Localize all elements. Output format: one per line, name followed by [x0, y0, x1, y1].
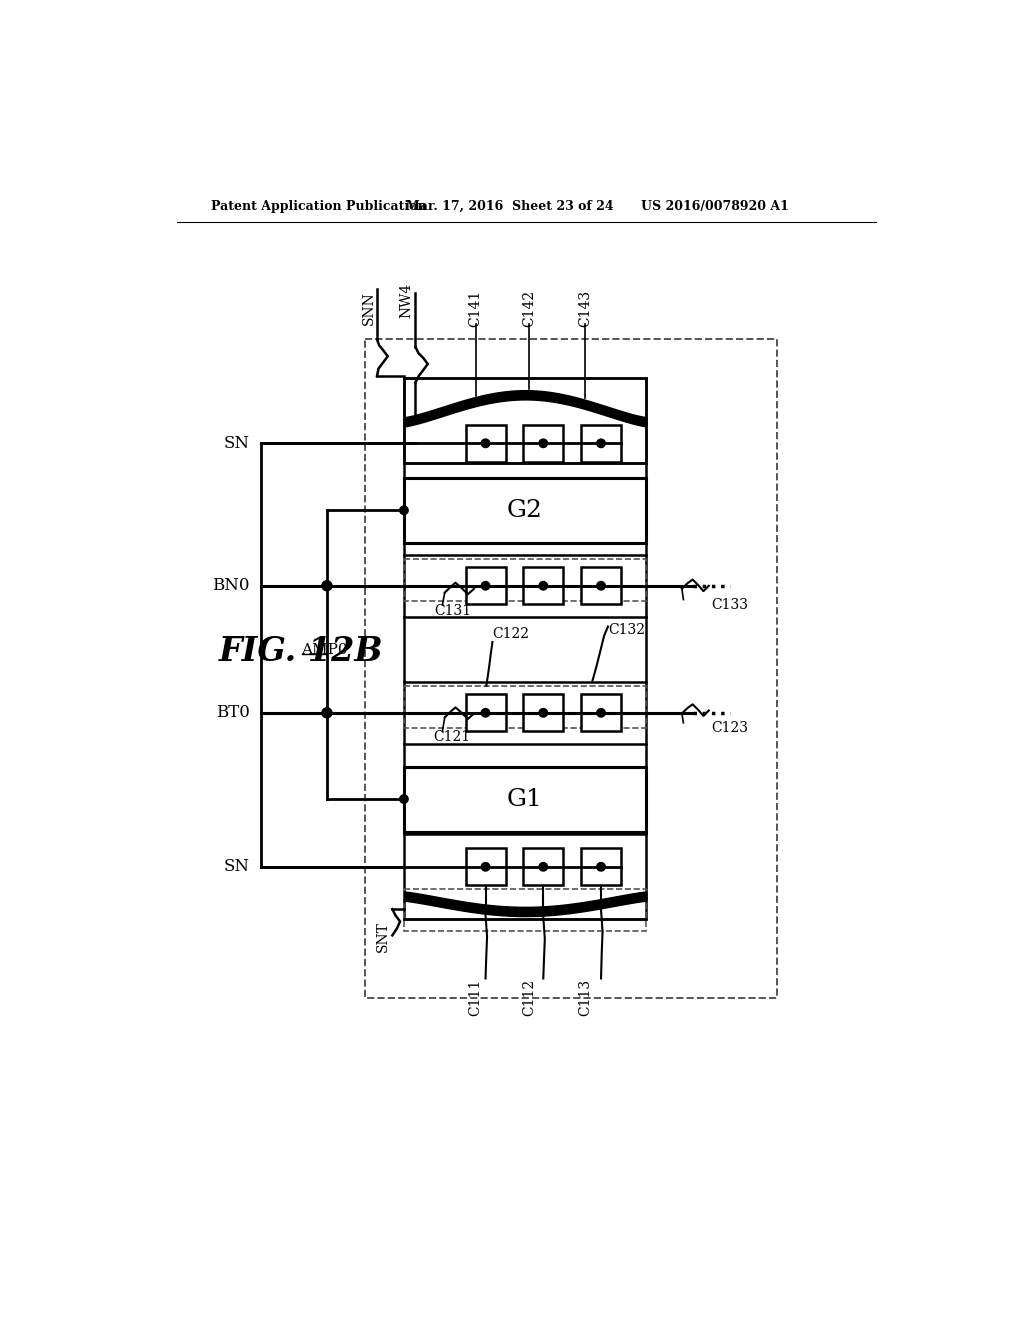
- Text: G2: G2: [507, 499, 543, 521]
- Circle shape: [399, 506, 409, 515]
- Text: BN0: BN0: [212, 577, 250, 594]
- Text: C111: C111: [469, 979, 482, 1016]
- Bar: [466, 849, 506, 886]
- Circle shape: [481, 709, 489, 717]
- Bar: [523, 425, 563, 462]
- Circle shape: [539, 862, 548, 871]
- Bar: [466, 568, 506, 605]
- Bar: [466, 425, 506, 462]
- Text: C122: C122: [493, 627, 529, 642]
- Bar: [366, 339, 777, 998]
- Text: AMP0: AMP0: [301, 643, 348, 656]
- Bar: [403, 834, 646, 919]
- Text: SN: SN: [224, 858, 250, 875]
- Bar: [466, 694, 506, 731]
- Text: FIG. 12B: FIG. 12B: [219, 635, 384, 668]
- Bar: [403, 558, 646, 601]
- Text: C113: C113: [578, 979, 592, 1016]
- Text: NW4: NW4: [399, 284, 414, 318]
- Text: C123: C123: [711, 721, 749, 735]
- Circle shape: [597, 709, 605, 717]
- Circle shape: [481, 440, 489, 447]
- Text: C142: C142: [522, 290, 537, 327]
- Bar: [403, 554, 646, 616]
- Text: C143: C143: [578, 290, 592, 327]
- Text: SNT: SNT: [376, 920, 390, 952]
- Bar: [581, 694, 621, 731]
- Circle shape: [539, 440, 548, 447]
- Circle shape: [597, 862, 605, 871]
- Bar: [581, 425, 621, 462]
- Text: SNN: SNN: [362, 292, 376, 326]
- Text: Patent Application Publication: Patent Application Publication: [211, 199, 427, 213]
- Bar: [403, 378, 646, 462]
- Text: C141: C141: [469, 290, 482, 327]
- Bar: [581, 568, 621, 605]
- Text: C132: C132: [608, 623, 645, 636]
- Bar: [403, 686, 646, 729]
- Text: C112: C112: [522, 979, 537, 1016]
- Bar: [523, 568, 563, 605]
- Circle shape: [539, 582, 548, 590]
- Text: SN: SN: [224, 434, 250, 451]
- Bar: [403, 767, 646, 832]
- Bar: [403, 890, 646, 932]
- Text: C133: C133: [711, 598, 749, 612]
- Bar: [581, 849, 621, 886]
- Bar: [403, 478, 646, 544]
- Circle shape: [597, 440, 605, 447]
- Circle shape: [322, 581, 332, 591]
- Bar: [523, 849, 563, 886]
- Text: G1: G1: [507, 788, 543, 810]
- Text: US 2016/0078920 A1: US 2016/0078920 A1: [641, 199, 788, 213]
- Text: C121: C121: [433, 730, 470, 744]
- Circle shape: [539, 709, 548, 717]
- Circle shape: [481, 582, 489, 590]
- Text: Mar. 17, 2016  Sheet 23 of 24: Mar. 17, 2016 Sheet 23 of 24: [407, 199, 613, 213]
- Text: BT0: BT0: [216, 705, 250, 721]
- Text: C131: C131: [435, 605, 472, 618]
- Circle shape: [322, 708, 332, 718]
- Bar: [523, 694, 563, 731]
- Bar: [403, 682, 646, 743]
- Circle shape: [399, 795, 409, 804]
- Circle shape: [597, 582, 605, 590]
- Circle shape: [481, 862, 489, 871]
